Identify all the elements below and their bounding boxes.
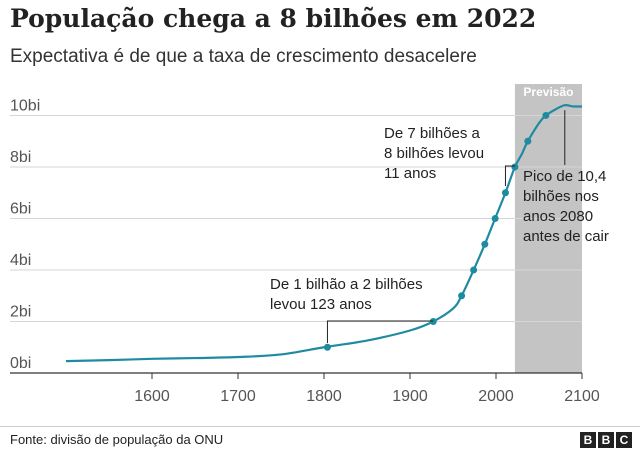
x-axis-ticks: 1600 1700 1800 1900 2000 2100 xyxy=(134,373,600,405)
bbc-logo-letter: B xyxy=(580,432,596,448)
x-tick-label: 1800 xyxy=(306,388,342,405)
data-point xyxy=(491,214,499,222)
data-point xyxy=(501,189,509,197)
data-point xyxy=(323,343,331,351)
bbc-logo-letter: B xyxy=(598,432,614,448)
annotation-text: levou 123 anos xyxy=(270,296,372,313)
y-tick-label: 0bi xyxy=(10,355,31,372)
y-tick-label: 8bi xyxy=(10,149,31,166)
x-tick-label: 1700 xyxy=(220,388,256,405)
annotation-text: 8 bilhões levou xyxy=(384,145,484,162)
bbc-logo: B B C xyxy=(580,432,632,448)
annotation-text: Pico de 10,4 xyxy=(523,168,606,185)
data-point xyxy=(481,240,489,248)
annotation-text: anos 2080 xyxy=(523,208,593,225)
data-markers xyxy=(323,111,550,351)
annotation-text: 11 anos xyxy=(384,165,436,182)
bbc-logo-letter: C xyxy=(616,432,632,448)
footer-divider xyxy=(0,426,640,427)
y-axis-ticks: 0bi 2bi 4bi 6bi 8bi 10bi xyxy=(10,97,40,372)
x-tick-label: 2100 xyxy=(564,388,600,405)
chart-subtitle: Expectativa é de que a taxa de crescimen… xyxy=(10,46,477,67)
annotation-text: De 7 bilhões a xyxy=(384,125,481,142)
y-tick-label: 6bi xyxy=(10,200,31,217)
chart-title: População chega a 8 bilhões em 2022 xyxy=(10,4,537,33)
data-point xyxy=(458,292,466,300)
population-series-line xyxy=(65,103,583,363)
y-tick-label: 4bi xyxy=(10,252,31,269)
y-tick-label: 2bi xyxy=(10,303,31,320)
gridlines xyxy=(10,114,582,322)
annotation-bracket xyxy=(504,165,515,186)
source-note: Fonte: divisão de população da ONU xyxy=(10,432,224,447)
annotations: De 1 bilhão a 2 bilhões levou 123 anos De … xyxy=(270,110,609,343)
annotation-text: antes de cair xyxy=(523,228,609,245)
y-tick-label: 10bi xyxy=(10,97,40,114)
data-point xyxy=(511,163,519,171)
data-point xyxy=(470,266,478,274)
annotation-text: bilhões nos xyxy=(523,188,599,205)
annotation-text: De 1 bilhão a 2 bilhões xyxy=(270,276,423,293)
data-point xyxy=(524,137,532,145)
x-tick-label: 2000 xyxy=(478,388,514,405)
forecast-band xyxy=(514,84,582,373)
x-tick-label: 1600 xyxy=(134,388,170,405)
annotation-bracket xyxy=(326,320,434,343)
data-point xyxy=(542,111,550,119)
forecast-label: Previsão xyxy=(523,85,573,99)
x-tick-label: 1900 xyxy=(392,388,428,405)
